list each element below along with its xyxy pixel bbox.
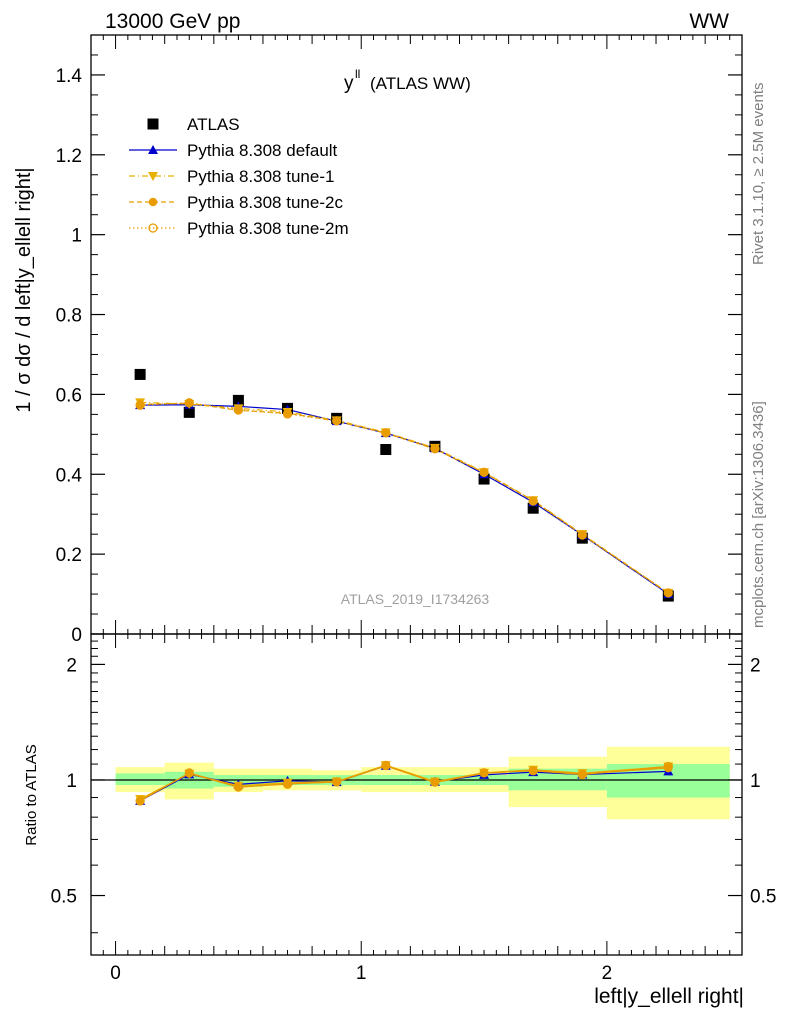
ratio-point bbox=[528, 766, 538, 775]
main-panel: 0 0.2 0.4 0.6 0.8 1 1.2 1.4 bbox=[56, 34, 743, 955]
ratio-frame bbox=[90, 633, 743, 956]
legend-marker bbox=[148, 172, 158, 181]
plot-title-sup: ll bbox=[355, 67, 360, 81]
ratio-point bbox=[184, 768, 194, 778]
x-tick-label: 2 bbox=[602, 963, 613, 984]
data-point bbox=[380, 444, 392, 456]
y-tick-label: 0.4 bbox=[56, 465, 83, 486]
ratio-tick-label: 2 bbox=[66, 655, 77, 676]
x-tick-label: 0 bbox=[110, 963, 121, 984]
data-point bbox=[578, 530, 587, 539]
y-tick-label: 1.4 bbox=[56, 66, 83, 87]
ratio-point bbox=[283, 779, 292, 788]
series-line bbox=[140, 401, 669, 594]
y-tick-label: 0 bbox=[71, 625, 82, 646]
main-ylabel: 1 / σ dσ / d left|y_ellell right| bbox=[13, 167, 35, 412]
data-point bbox=[232, 394, 244, 406]
data-point bbox=[233, 405, 244, 415]
data-point bbox=[332, 416, 341, 426]
data-point bbox=[185, 398, 194, 408]
legend-marker bbox=[148, 145, 158, 154]
legend-label: Pythia 8.308 tune-2m bbox=[187, 219, 349, 238]
y-tick-label: 1 bbox=[71, 226, 82, 247]
plot-title: y ll (ATLAS WW) bbox=[344, 67, 471, 94]
legend-label: Pythia 8.308 default bbox=[187, 141, 338, 160]
legend-marker bbox=[147, 118, 159, 130]
plot-title-main: y bbox=[344, 73, 354, 94]
ratio-point bbox=[381, 761, 391, 770]
ratio-point bbox=[528, 766, 538, 776]
series-line bbox=[140, 402, 669, 594]
header-right: WW bbox=[689, 10, 729, 33]
data-point bbox=[234, 406, 243, 415]
ratio-tick-label: 0.5 bbox=[51, 887, 77, 908]
series-line bbox=[140, 402, 669, 594]
rivet-label: Rivet 3.1.10, ≥ 2.5M events bbox=[750, 83, 767, 266]
data-point bbox=[527, 502, 539, 514]
ratio-point bbox=[381, 760, 391, 771]
data-point bbox=[479, 468, 489, 477]
legend-marker bbox=[148, 197, 158, 207]
legend: ATLAS Pythia 8.308 default Pythia 8.308 tu… bbox=[129, 115, 349, 238]
ratio-point bbox=[479, 769, 489, 778]
ratio-panel: 0 1 2 0.5 0.5 1 1 2 2 bbox=[51, 633, 776, 984]
ratio-point bbox=[430, 777, 440, 787]
data-point bbox=[577, 530, 587, 540]
y-tick-label: 0.8 bbox=[56, 306, 82, 327]
ratio-point bbox=[430, 778, 440, 787]
data-point bbox=[478, 473, 490, 485]
data-point bbox=[430, 444, 440, 454]
legend-label: Pythia 8.308 tune-1 bbox=[187, 167, 334, 186]
series-line bbox=[140, 404, 669, 595]
data-point bbox=[528, 496, 538, 506]
mcplots-label: mcplots.cern.ch [arXiv:1306.3436] bbox=[750, 401, 767, 628]
ratio-tick-label: 1 bbox=[66, 771, 77, 792]
xlabel: left|y_ellell right| bbox=[594, 985, 744, 1008]
y-tick-label: 0.6 bbox=[56, 385, 82, 406]
ratio-point bbox=[577, 769, 587, 780]
y-tick-label: 1.2 bbox=[56, 146, 82, 167]
data-point bbox=[663, 588, 673, 598]
ratio-point bbox=[135, 796, 145, 806]
data-point bbox=[664, 589, 673, 598]
ratio-point bbox=[479, 768, 489, 778]
data-point bbox=[184, 398, 194, 408]
data-point bbox=[381, 428, 391, 438]
legend-marker bbox=[148, 223, 158, 233]
data-point bbox=[479, 467, 489, 477]
uncertainty-band-green bbox=[115, 773, 165, 786]
ratio-point bbox=[135, 796, 145, 805]
data-point bbox=[135, 400, 145, 410]
ratio-tick-label-right: 0.5 bbox=[750, 887, 776, 908]
ratio-ylabel: Ratio to ATLAS bbox=[23, 744, 40, 845]
ratio-tick-label-right: 1 bbox=[750, 771, 761, 792]
analysis-watermark: ATLAS_2019_I1734263 bbox=[341, 591, 490, 607]
plot-title-rest: (ATLAS WW) bbox=[370, 74, 471, 93]
ratio-tick-label-right: 2 bbox=[750, 655, 761, 676]
ratio-point bbox=[282, 779, 293, 789]
ratio-point bbox=[332, 777, 342, 787]
x-tick-label: 1 bbox=[356, 963, 367, 984]
ratio-point bbox=[663, 761, 673, 772]
ratio-point bbox=[234, 783, 243, 792]
data-point bbox=[134, 368, 146, 380]
data-point bbox=[381, 428, 391, 438]
data-point bbox=[183, 406, 195, 418]
ratio-point bbox=[185, 769, 194, 778]
legend-label: Pythia 8.308 tune-2c bbox=[187, 193, 343, 212]
data-point bbox=[528, 496, 538, 505]
data-point bbox=[430, 444, 440, 454]
ratio-point bbox=[332, 777, 341, 787]
ratio-point bbox=[233, 782, 244, 792]
data-point bbox=[282, 409, 293, 419]
y-tick-label: 0.2 bbox=[56, 545, 82, 566]
data-point bbox=[332, 416, 342, 426]
header-left: 13000 GeV pp bbox=[105, 10, 240, 33]
legend-label: ATLAS bbox=[187, 115, 240, 134]
